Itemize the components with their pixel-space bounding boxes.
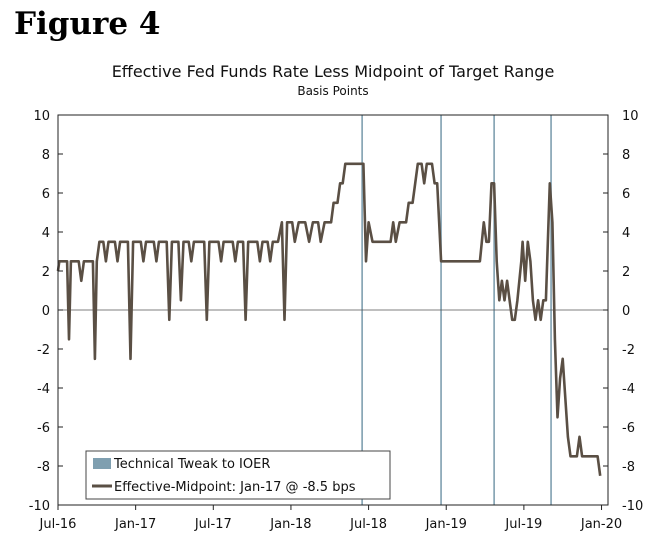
ytick-left-label: 0 [42,304,50,319]
legend-tweak-swatch [93,458,111,469]
ytick-left-label: 4 [42,226,50,241]
series-layer [56,162,602,476]
legend-series-label: Effective-Midpoint: Jan-17 @ -8.5 bps [114,480,356,495]
legend-tweak-label: Technical Tweak to IOER [113,457,270,472]
ytick-left-label: -8 [37,460,50,475]
ytick-left-label: 8 [42,148,50,163]
ytick-left-label: -10 [29,499,50,514]
ytick-right-label: 8 [622,148,630,163]
ytick-right-label: -2 [622,343,635,358]
ytick-left-label: -4 [37,382,50,397]
xtick-label: Jan-18 [269,517,311,532]
ytick-left-label: 2 [42,265,50,280]
series-line-0 [56,162,602,476]
ytick-right-label: -6 [622,421,635,436]
chart-title: Effective Fed Funds Rate Less Midpoint o… [111,62,555,81]
xtick-label: Jul-16 [39,517,77,532]
ytick-left-label: -2 [37,343,50,358]
xtick-label: Jul-17 [194,517,232,532]
ytick-right-label: 6 [622,187,630,202]
ytick-left-label: 10 [33,109,50,124]
xtick-label: Jan-19 [425,517,467,532]
ticks-layer: -10 -10 -8 -8 -6 -6 -4 -4 -2 -2 0 0 2 2 4 4 6 6 8 8 10 10 Jul-… [29,109,643,532]
ytick-right-label: -8 [622,460,635,475]
chart-subtitle: Basis Points [297,84,369,98]
legend-box [85,450,391,500]
xtick-label: Jan-20 [580,517,622,532]
ytick-left-label: 6 [42,187,50,202]
ytick-right-label: 0 [622,304,630,319]
ytick-right-label: 2 [622,265,630,280]
figure-label: Figure 4 [14,6,161,42]
ytick-right-label: -4 [622,382,635,397]
ytick-right-label: 4 [622,226,630,241]
ytick-right-label: -10 [622,499,643,514]
xtick-label: Jan-17 [114,517,156,532]
xtick-label: Jul-18 [349,517,387,532]
ytick-right-label: 10 [622,109,639,124]
xtick-label: Jul-19 [504,517,542,532]
ytick-left-label: -6 [37,421,50,436]
legend: Technical Tweak to IOER Effective-Midpoi… [85,450,391,500]
